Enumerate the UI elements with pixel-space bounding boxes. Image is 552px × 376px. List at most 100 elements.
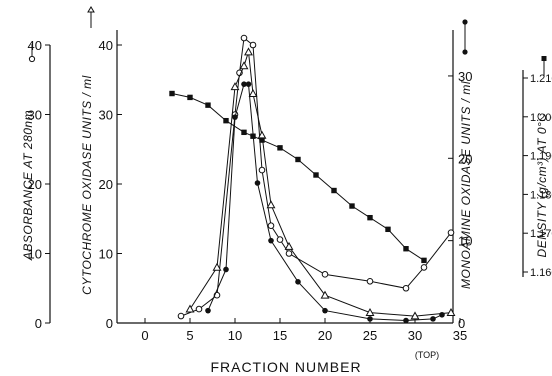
density-tick-label: 1.190	[530, 151, 552, 163]
data-point-open-circle	[366, 278, 374, 285]
cytochrome-axis-title: CYTOCHROME OXIDASE UNITS / ml	[80, 75, 94, 295]
series-square-filled	[169, 90, 427, 264]
data-point-open-circle	[276, 236, 284, 243]
data-point-filled-square	[169, 90, 175, 97]
data-point-open-triangle	[212, 262, 222, 271]
data-point-filled-square	[385, 226, 391, 233]
monoamine-tick-label: 30	[458, 69, 472, 84]
data-point-open-triangle	[365, 307, 375, 316]
data-point-open-circle	[402, 284, 410, 292]
data-point-open-triangle	[284, 241, 294, 250]
series-line-circle-open	[180, 37, 452, 317]
series-line-triangle-open	[189, 51, 452, 317]
data-point-open-triangle	[239, 61, 249, 70]
data-point-filled-square	[259, 137, 265, 143]
series-line-circle-filled	[207, 83, 443, 322]
absorbance-tick-label: 40	[28, 38, 42, 53]
data-point-filled-square	[187, 94, 193, 101]
data-point-open-triangle	[320, 290, 330, 299]
data-point-open-triangle	[244, 47, 253, 56]
monoamine-axis-title: MONOAMINE OXIDASE UNITS / ml	[459, 81, 473, 289]
x-axis-title: FRACTION NUMBER	[210, 359, 361, 375]
data-point-filled-square	[205, 102, 211, 108]
data-point-open-triangle	[410, 311, 420, 320]
data-point-filled-circle	[430, 316, 436, 322]
x-tick-label: 15	[273, 328, 287, 343]
data-point-filled-square	[331, 187, 337, 194]
absorbance-axis-title: ABSORBANCE AT 280nm	[21, 110, 35, 261]
data-point-filled-square	[295, 156, 301, 163]
cytochrome-tick-label: 30	[99, 108, 113, 123]
x-tick-label: 30	[408, 328, 422, 343]
x-tick-label: 5	[186, 328, 193, 343]
monoamine-symbol-filled-circle	[462, 49, 468, 55]
x-axis-note: (TOP)	[415, 350, 439, 360]
data-point-filled-circle	[367, 316, 373, 322]
data-point-filled-square	[277, 145, 283, 151]
series-circle-open	[177, 34, 455, 320]
cytochrome-tick-label: 10	[99, 247, 113, 262]
cytochrome-tick-label: 40	[99, 38, 113, 53]
absorbance-tick-label: 20	[28, 177, 42, 192]
monoamine-tick-label: 0	[458, 316, 465, 331]
data-point-open-circle	[447, 229, 455, 236]
density-axis-title: DENSITY (g/cm³) AT 0°C	[535, 113, 549, 258]
data-point-filled-square	[241, 129, 247, 136]
data-point-filled-circle	[245, 81, 252, 87]
data-point-open-circle	[267, 222, 275, 229]
x-tick-label: 10	[228, 328, 242, 343]
data-point-filled-circle	[254, 180, 261, 186]
data-point-open-circle	[177, 312, 185, 320]
data-point-filled-square	[313, 172, 319, 178]
data-point-open-circle	[195, 305, 203, 313]
data-point-open-triangle	[248, 89, 258, 98]
series-layer	[169, 34, 456, 324]
density-tick-label: 1.200	[530, 112, 552, 124]
data-point-filled-circle	[403, 317, 409, 324]
data-point-filled-square	[421, 257, 427, 264]
data-point-filled-square	[367, 214, 373, 221]
cytochrome-tick-label: 0	[106, 316, 113, 331]
data-point-filled-square	[403, 246, 409, 252]
x-tick-label: 20	[318, 328, 332, 343]
data-point-filled-square	[223, 117, 229, 124]
data-point-open-circle	[258, 166, 266, 174]
monoamine-tick-label: 10	[458, 234, 472, 249]
data-point-open-circle	[249, 41, 257, 49]
data-point-filled-circle	[268, 237, 274, 244]
density-tick-label: 1.210	[530, 73, 552, 85]
axes-layer: 0 5 10 15 20 25 30 3501020304001020304001020301…	[28, 6, 552, 343]
data-point-open-circle	[420, 264, 428, 271]
absorbance-symbol-open-circle	[28, 55, 36, 63]
data-point-open-triangle	[230, 82, 240, 91]
monoamine-tick-label: 20	[458, 151, 472, 166]
data-point-filled-square	[250, 133, 256, 139]
x-tick-label: 25	[363, 328, 377, 343]
density-tick-label: 1.160	[530, 267, 552, 279]
series-line-square-filled	[171, 93, 425, 261]
data-point-open-circle	[321, 271, 329, 278]
data-point-filled-circle	[322, 307, 328, 314]
density-tick-label: 1.170	[530, 228, 552, 240]
data-point-filled-square	[349, 203, 355, 209]
data-point-open-triangle	[446, 307, 456, 316]
data-point-filled-circle	[439, 311, 445, 318]
monoamine-symbol-filled-circle	[462, 19, 468, 25]
cytochrome-tick-label: 20	[99, 177, 113, 192]
data-point-filled-circle	[241, 81, 247, 87]
absorbance-tick-label: 30	[28, 108, 42, 123]
density-symbol-filled-square	[541, 56, 547, 61]
data-point-filled-circle	[232, 114, 238, 120]
data-point-filled-circle	[205, 307, 211, 314]
data-point-filled-circle	[223, 266, 229, 273]
x-tick-label: 35	[453, 328, 467, 343]
density-tick-label: 1.180	[530, 189, 552, 201]
data-point-open-circle	[240, 34, 248, 42]
series-circle-filled	[205, 81, 445, 324]
series-triangle-open	[185, 47, 456, 320]
data-point-filled-circle	[295, 279, 301, 285]
absorbance-tick-label: 0	[35, 316, 42, 331]
data-point-open-circle	[285, 250, 293, 257]
cytochrome-symbol-open-triangle	[87, 6, 95, 13]
